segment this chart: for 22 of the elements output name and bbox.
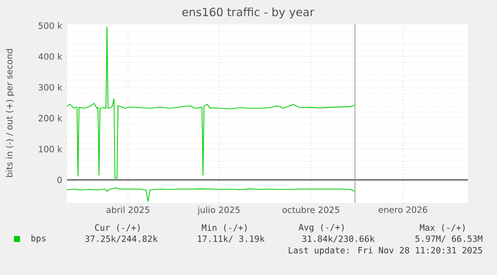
y-tick-label: 0	[57, 176, 62, 184]
text: 37.25k/244.82k	[85, 235, 158, 243]
legend-label: bps	[32, 234, 46, 244]
y-tick-label: 200 k	[38, 114, 62, 122]
chart-title: ens160 traffic - by year	[182, 8, 314, 18]
text: 31.84k/230.66k	[302, 235, 375, 243]
y-axis-title: bits in (-) / out (+) per second	[6, 49, 14, 177]
text: Avg (-/+)	[298, 224, 344, 232]
text: Last update: Fri Nov 28 11:20:31 2025	[288, 246, 482, 256]
y-tick-label: 400 k	[38, 53, 62, 60]
y-tick-label: 300 k	[38, 84, 62, 91]
y-tick-label: 500 k	[38, 22, 62, 29]
y-tick-label: 100 k	[38, 146, 62, 152]
text: Max (-/+)	[420, 224, 465, 232]
text: 17.11k/ 3.19k	[198, 235, 265, 243]
x-tick-label: enero 2026	[378, 206, 428, 213]
text: Cur (-/+)	[95, 224, 140, 232]
x-tick-label: abril 2025	[106, 206, 150, 214]
x-tick-label: octubre 2025	[282, 206, 340, 214]
text: 5.97M/ 66.53M	[416, 235, 482, 243]
text: Min (-/+)	[202, 224, 247, 232]
x-tick-label: julio 2025	[197, 206, 240, 215]
